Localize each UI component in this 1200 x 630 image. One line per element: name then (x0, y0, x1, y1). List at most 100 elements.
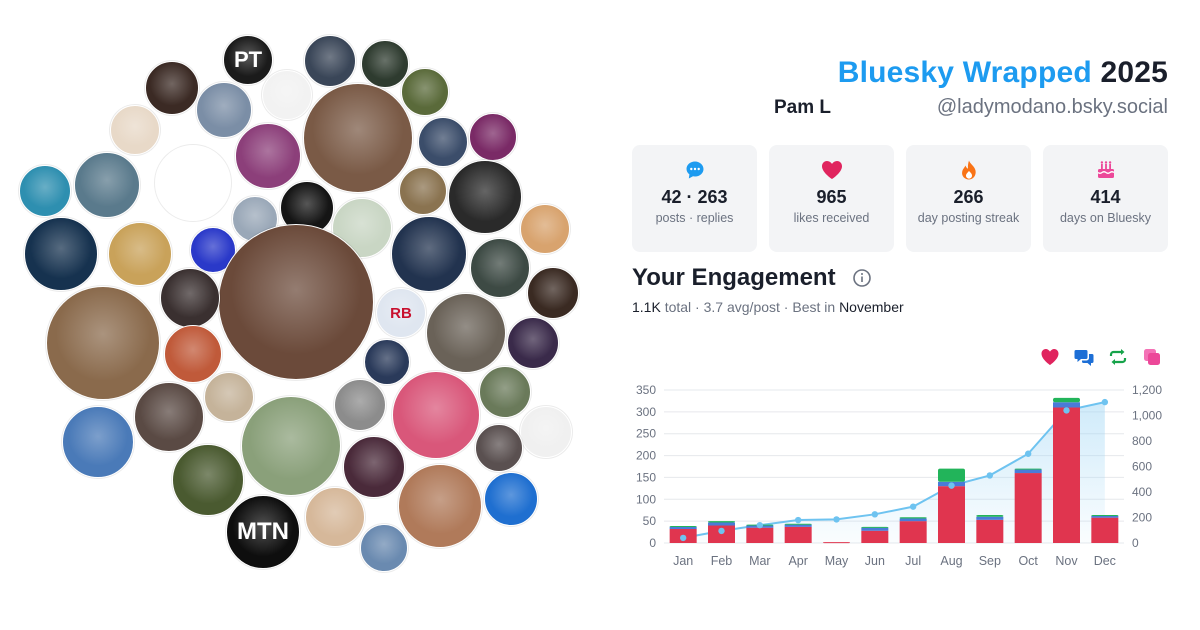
avatar[interactable] (479, 366, 531, 418)
avatar[interactable] (360, 524, 408, 572)
right-tick-label: 400 (1132, 485, 1152, 499)
avatar[interactable] (262, 70, 312, 120)
avatar[interactable] (108, 222, 172, 286)
legend-reposts-repost-icon[interactable] (1108, 347, 1128, 367)
display-name: Pam L (774, 97, 832, 118)
avatar[interactable] (46, 286, 160, 400)
avatar[interactable] (62, 406, 134, 478)
avatar[interactable] (520, 204, 570, 254)
avatar[interactable] (469, 113, 517, 161)
stat-label: days on Bluesky (1059, 211, 1152, 225)
left-tick-label: 300 (636, 405, 656, 419)
engagement-total-label: total (664, 299, 692, 315)
cumulative-point (986, 472, 994, 479)
avatar[interactable] (475, 424, 523, 472)
stat-label: posts · replies (655, 211, 734, 225)
avatar[interactable] (398, 464, 482, 548)
avatar[interactable] (218, 224, 374, 380)
x-tick-label: Aug (940, 554, 962, 568)
avatar[interactable] (334, 379, 386, 431)
avatar-label-rb: RB (390, 304, 412, 322)
avatar[interactable]: RB (376, 288, 426, 338)
speech-bubble-icon (686, 161, 703, 179)
avatar[interactable]: MTN (226, 495, 300, 569)
avatar[interactable] (19, 165, 71, 217)
avatar[interactable] (134, 382, 204, 452)
bar-likes (746, 527, 774, 543)
stat-value: 266 (953, 187, 984, 207)
stat-label: day posting streak (917, 211, 1020, 225)
right-tick-label: 0 (1132, 536, 1139, 550)
avatar[interactable] (160, 268, 220, 328)
avatar[interactable] (418, 117, 468, 167)
legend-replies-bubbles-icon[interactable] (1074, 347, 1094, 367)
engagement-best-month: November (839, 299, 904, 315)
avatar-label-tn (156, 146, 230, 220)
avatar[interactable] (303, 83, 413, 193)
stat-value: 965 (816, 187, 847, 207)
engagement-title: Your Engagement (632, 264, 836, 291)
avatar[interactable] (196, 82, 252, 138)
bar-replies (708, 522, 735, 526)
avatar[interactable] (361, 40, 409, 88)
avatar[interactable] (235, 123, 301, 189)
info-icon[interactable] (852, 268, 872, 288)
avatar[interactable] (145, 61, 199, 115)
right-tick-label: 1,000 (1132, 409, 1162, 423)
bar-replies (976, 516, 1004, 520)
avatar[interactable] (470, 238, 530, 298)
x-tick-label: Jul (905, 554, 921, 568)
legend-quotes-quote-icon[interactable] (1142, 347, 1162, 367)
avatar[interactable] (364, 339, 410, 385)
avatar[interactable] (304, 35, 356, 87)
legend-likes-heart-icon[interactable] (1040, 347, 1060, 367)
bar-replies (1014, 469, 1042, 474)
bar-replies (1091, 515, 1119, 518)
bar-likes (708, 525, 735, 543)
avatar[interactable] (527, 267, 579, 319)
cake-icon (1097, 161, 1114, 178)
avatar[interactable] (392, 371, 480, 459)
x-tick-label: Oct (1018, 554, 1038, 568)
x-tick-label: Apr (788, 554, 807, 568)
avatar[interactable] (241, 396, 341, 496)
x-tick-label: Sep (979, 554, 1001, 568)
avatar[interactable] (155, 145, 231, 221)
right-tick-label: 600 (1132, 460, 1152, 474)
cumulative-point (871, 511, 879, 518)
avatar[interactable] (399, 167, 447, 215)
avatar[interactable] (426, 293, 506, 373)
x-tick-label: Mar (749, 554, 771, 568)
x-tick-label: Nov (1055, 554, 1078, 568)
bar-likes (1091, 517, 1119, 543)
cumulative-point (909, 503, 917, 510)
avatar[interactable] (305, 487, 365, 547)
left-tick-label: 200 (636, 449, 656, 463)
avatar[interactable] (204, 372, 254, 422)
avatar[interactable]: PT (223, 35, 273, 85)
avatar[interactable] (401, 68, 449, 116)
avatar[interactable] (172, 444, 244, 516)
avatar[interactable] (391, 216, 467, 292)
avatar[interactable] (110, 105, 160, 155)
stat-label: likes received (793, 211, 870, 225)
fire-icon (961, 160, 976, 180)
avatar[interactable] (164, 325, 222, 383)
bar-reposts (1053, 397, 1080, 403)
cumulative-point (718, 527, 725, 535)
left-tick-label: 250 (636, 427, 656, 441)
avatar[interactable] (520, 406, 572, 458)
avatar[interactable] (74, 152, 140, 218)
avatar[interactable] (507, 317, 559, 369)
cumulative-point (948, 482, 955, 489)
bar-replies (1053, 402, 1080, 408)
avatar-cloud: PT RB MTN (19, 35, 579, 572)
right-tick-label: 1,200 (1132, 383, 1162, 397)
avatar[interactable] (24, 217, 98, 291)
avatar[interactable] (448, 160, 522, 234)
bar-likes (976, 519, 1004, 543)
left-tick-label: 100 (636, 492, 656, 506)
cumulative-area (683, 402, 1105, 543)
avatar[interactable] (484, 472, 538, 526)
avatar[interactable] (343, 436, 405, 498)
